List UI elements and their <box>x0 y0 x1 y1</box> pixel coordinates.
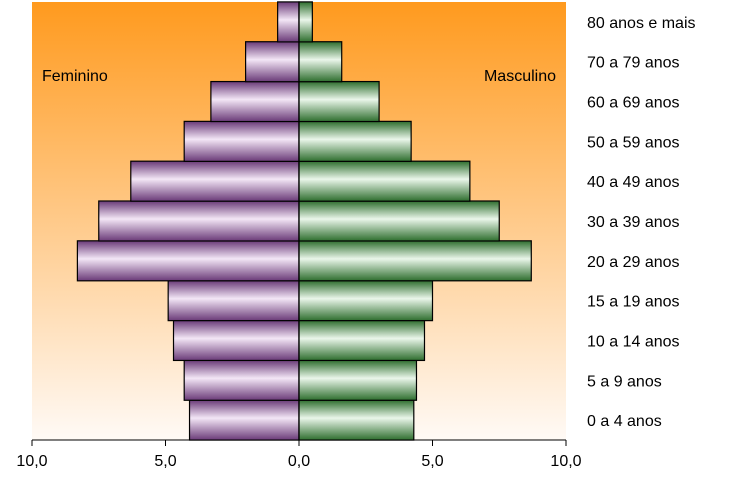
bar-feminino-0-4 <box>188 399 300 441</box>
bar-masculino-10-14 <box>298 319 426 362</box>
bar-feminino-20-29 <box>76 240 300 282</box>
category-label-40-49: 40 a 49 anos <box>587 174 680 191</box>
bar-masculino-0-4 <box>298 399 415 441</box>
category-label-70-79: 70 a 79 anos <box>587 55 680 72</box>
category-label-5-9: 5 a 9 anos <box>587 373 662 390</box>
x-tick-label: 5,0 <box>154 453 176 470</box>
category-label-20-29: 20 a 29 anos <box>587 254 680 271</box>
bar-feminino-15-19 <box>167 280 300 322</box>
x-tick-label: 10,0 <box>16 453 47 470</box>
category-label-80-plus: 80 anos e mais <box>587 15 696 32</box>
category-label-15-19: 15 a 19 anos <box>587 294 680 311</box>
category-label-30-39: 30 a 39 anos <box>587 214 680 231</box>
bar-masculino-15-19 <box>298 280 434 322</box>
bar-masculino-50-59 <box>298 120 412 162</box>
bar-masculino-80-plus <box>298 1 313 43</box>
x-tick-label: 5,0 <box>421 453 443 470</box>
bar-masculino-20-29 <box>298 240 532 282</box>
x-tick-label: 10,0 <box>550 453 581 470</box>
bar-feminino-30-39 <box>98 200 300 242</box>
bar-feminino-50-59 <box>183 120 300 162</box>
category-label-10-14: 10 a 14 anos <box>587 333 680 350</box>
bar-feminino-70-79 <box>245 41 300 83</box>
category-label-50-59: 50 a 59 anos <box>587 134 680 151</box>
bar-feminino-80-plus <box>277 1 300 43</box>
bar-masculino-5-9 <box>298 359 418 401</box>
legend-label-feminino: Feminino <box>42 68 108 85</box>
bar-feminino-60-69 <box>210 80 300 123</box>
bar-masculino-40-49 <box>298 160 471 202</box>
bar-masculino-70-79 <box>298 41 343 83</box>
bar-feminino-10-14 <box>172 319 300 362</box>
x-tick-label: 0,0 <box>288 453 310 470</box>
bar-feminino-40-49 <box>130 160 300 202</box>
bar-masculino-30-39 <box>298 200 500 242</box>
legend-label-masculino: Masculino <box>484 68 556 85</box>
bar-feminino-5-9 <box>183 359 300 401</box>
category-label-0-4: 0 a 4 anos <box>587 413 662 430</box>
category-label-60-69: 60 a 69 anos <box>587 95 680 112</box>
bar-masculino-60-69 <box>298 80 380 123</box>
